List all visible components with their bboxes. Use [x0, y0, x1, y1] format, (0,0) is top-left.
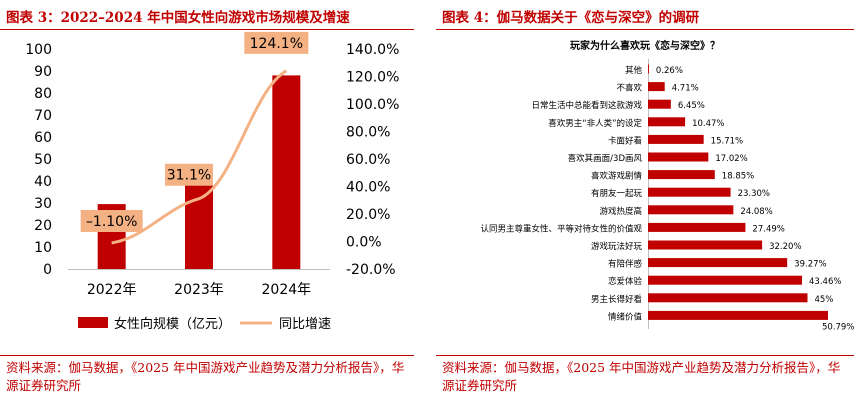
survey-bar: [648, 222, 746, 232]
left-source-note: 资料来源：伽马数据，《2025 年中国游戏产业趋势及潜力分析报告》，华源证券研究…: [6, 360, 405, 393]
category-label: 日常生活中总能看到这款游戏: [531, 100, 642, 111]
survey-bar: [648, 205, 734, 215]
survey-bar: [648, 310, 828, 320]
right-axis-tick-label: 20.0%: [346, 207, 390, 223]
left-top-rule: [0, 29, 414, 30]
right-figure-title: 图表 4：伽马数据关于《恋与深空》的调研: [442, 10, 700, 26]
value-label: 23.30%: [738, 189, 770, 199]
category-label: 男主长得好看: [591, 294, 642, 305]
left-axis-tick-label: 30: [34, 196, 52, 212]
value-label: 10.47%: [692, 119, 724, 129]
value-label: 43.46%: [809, 277, 841, 287]
growth-label-box: [244, 31, 309, 54]
left-axis-tick-label: 0: [43, 262, 52, 278]
value-label: 39.27%: [794, 260, 826, 270]
category-label: 有朋友一起玩: [591, 188, 643, 199]
right-axis-tick-label: 140.0%: [346, 42, 399, 58]
right-source-note: 资料来源：伽马数据，《2025 年中国游戏产业趋势及潜力分析报告》，华源证券研究…: [442, 360, 841, 393]
value-label: 6.45%: [678, 101, 705, 111]
survey-bar: [648, 64, 649, 74]
survey-bar: [648, 258, 788, 268]
value-label: 45%: [814, 295, 833, 305]
value-label: 24.08%: [740, 207, 772, 217]
survey-bar: [648, 134, 704, 144]
growth-label-box: [80, 210, 143, 233]
left-axis-tick-label: 10: [34, 240, 52, 256]
x-axis-tick-label: 2022年: [87, 282, 137, 298]
left-axis-tick-label: 90: [34, 64, 52, 80]
survey-bar: [648, 117, 686, 127]
survey-bar: [648, 152, 709, 162]
right-axis-tick-label: 80.0%: [346, 125, 390, 141]
right-axis-tick-label: 0.0%: [346, 235, 382, 251]
right-axis-tick-label: 60.0%: [346, 152, 390, 168]
category-label: 喜欢男主“非人类”的设定: [548, 118, 642, 129]
growth-data-label: –1.10%: [86, 214, 137, 230]
growth-label-box: [165, 163, 213, 186]
survey-bar: [648, 240, 763, 250]
category-label: 认同男主尊重女性、平等对待女性的价值观: [480, 223, 642, 234]
category-label: 游戏玩法好玩: [591, 241, 643, 252]
left-figure-title: 图表 3：2022–2024 年中国女性向游戏市场规模及增速: [6, 10, 350, 26]
survey-chart-title: 玩家为什么喜欢玩《恋与深空》？: [570, 41, 720, 52]
left-axis-tick-label: 50: [34, 152, 52, 168]
value-label: 17.02%: [715, 154, 747, 164]
value-label: 18.85%: [722, 172, 754, 182]
category-label: 情绪价值: [608, 311, 643, 322]
right-axis-tick-label: 100.0%: [346, 97, 399, 113]
left-figure-panel: 图表 3：2022–2024 年中国女性向游戏市场规模及增速 0 10 20 30 40…: [0, 0, 414, 401]
category-label: 游戏热度高: [599, 206, 642, 217]
survey-bar: [648, 275, 803, 285]
growth-data-label: 31.1%: [167, 168, 211, 184]
left-axis-tick-label: 20: [34, 218, 52, 234]
left-bottom-rule: [0, 355, 414, 356]
legend-bar-label: 女性向规模（亿元）: [114, 316, 231, 332]
category-label: 不喜欢: [616, 83, 642, 94]
x-axis-tick-label: 2024年: [262, 282, 312, 298]
survey-bar: [648, 293, 808, 303]
growth-data-label: 124.1%: [250, 36, 303, 52]
left-axis-tick-label: 40: [34, 174, 52, 190]
survey-bar-chart: 其他 0.26% 不喜欢 4.71% 日常生活中总能看到这款游戏 6.45% 喜欢男主“非人…: [480, 59, 854, 332]
category-label: 卡面好看: [608, 135, 642, 146]
value-label: 27.49%: [752, 224, 784, 234]
survey-bar: [648, 99, 671, 109]
left-axis-tick-label: 60: [34, 130, 52, 146]
category-label: 喜欢游戏剧情: [591, 171, 643, 182]
right-axis-tick-label: 120.0%: [346, 70, 399, 86]
category-label: 有陪伴感: [608, 259, 643, 270]
right-axis-tick-label: 40.0%: [346, 180, 390, 196]
right-top-rule: [436, 29, 854, 30]
value-label: 15.71%: [711, 136, 743, 146]
legend-line-label: 同比增速: [279, 317, 331, 332]
category-label: 其他: [625, 65, 643, 76]
revenue-bar: [272, 75, 301, 270]
value-label: 50.79%: [822, 322, 854, 332]
left-axis-tick-label: 80: [34, 86, 52, 102]
survey-bar: [648, 187, 731, 197]
legend-bar-swatch: [78, 317, 108, 328]
survey-bar: [648, 170, 715, 180]
growth-rate-line: [111, 69, 288, 245]
survey-bar: [648, 82, 665, 92]
x-axis-tick-label: 2023年: [174, 282, 224, 298]
market-size-growth-chart: 0 10 20 30 40 50 60 70 80 90 100 -20.0% 0.0% 20.0% 40.…: [25, 31, 399, 332]
value-label: 32.20%: [769, 242, 801, 252]
right-bottom-rule: [436, 355, 854, 356]
left-axis-tick-label: 70: [34, 108, 52, 124]
right-figure-panel: 图表 4：伽马数据关于《恋与深空》的调研 玩家为什么喜欢玩《恋与深空》？ 其他 0…: [436, 0, 854, 401]
value-label: 4.71%: [672, 84, 699, 94]
category-label: 恋爱体验: [608, 276, 643, 287]
value-label: 0.26%: [656, 66, 683, 76]
left-axis-tick-label: 100: [25, 42, 52, 58]
right-axis-tick-label: -20.0%: [346, 262, 396, 278]
category-label: 喜欢其画面/3D画风: [568, 153, 643, 164]
